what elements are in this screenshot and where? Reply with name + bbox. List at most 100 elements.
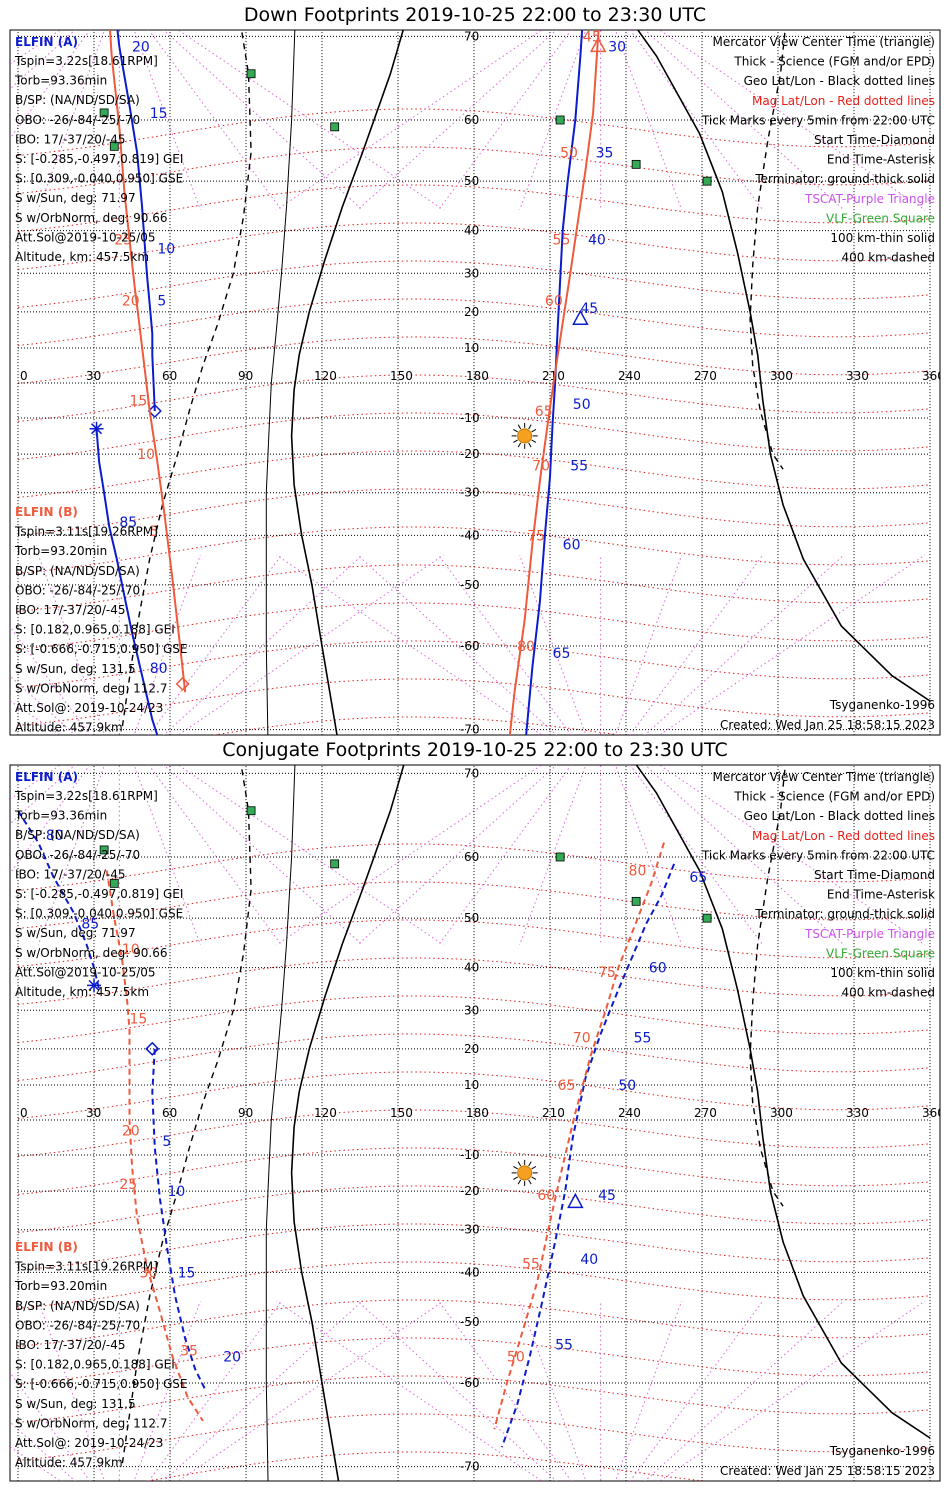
vlf-station-marker: [109, 141, 119, 151]
tick-mark-label: 55: [522, 1256, 540, 1272]
geo-grid: [17, 765, 931, 1481]
mag-lon-line: [357, 765, 558, 946]
end-asterisk-marker: [89, 421, 104, 436]
legend-entry: 100 km-thin solid: [830, 231, 935, 245]
mag-lon-line: [644, 1300, 845, 1481]
legend-entry: Thick - Science (FGM and/or EPD): [733, 790, 935, 804]
tick-mark-label: 65: [558, 1078, 576, 1094]
y-tick-label: 70: [464, 29, 479, 43]
footprint-track-b: [109, 30, 187, 693]
elfin-a-info-line: Torb=93.36min: [14, 809, 107, 823]
vlf-station-marker: [631, 896, 641, 906]
mag-lat-line: [17, 843, 931, 891]
vlf-station-marker: [246, 69, 256, 79]
elfin-b-info-line: S w/Sun, deg: 131.5: [15, 1397, 136, 1411]
legend-entry: TSCAT-Purple Triangle: [804, 192, 935, 206]
terminator-100km: [265, 30, 296, 735]
y-tick-label: -70: [460, 723, 480, 737]
elfin-a-info-line: B/SP: (NA/ND/SD/SA): [15, 828, 140, 842]
legend-entry: Geo Lat/Lon - Black dotted lines: [744, 74, 935, 88]
center-time-triangle: [567, 1192, 584, 1209]
vlf-station-marker: [99, 845, 109, 855]
elfin-a-info-line: S: [0.309,-0.040,0.950] GSE: [15, 907, 183, 921]
elfin-a-info-line: Torb=93.36min: [14, 74, 107, 88]
elfin-b-info-line: Torb=93.20min: [14, 1279, 107, 1293]
tick-mark-label: 70: [532, 458, 550, 474]
elfin-a-info-line: Tspin=3.22s[18.61RPM]: [14, 789, 158, 803]
mag-lon-line: [37, 765, 106, 946]
tick-mark-label: 55: [570, 458, 588, 474]
center-time-triangle: [589, 36, 607, 53]
mag-lat-line: [17, 957, 931, 1005]
x-tick-label: 210: [542, 1106, 565, 1120]
x-tick-label: 30: [86, 369, 101, 383]
footprint-track-a: [151, 1048, 207, 1391]
tick-mark-label: 30: [608, 39, 626, 55]
mag-lat-line: [17, 640, 931, 688]
elfin-b-info-line: S w/OrbNorm, deg: 112.7: [15, 1416, 167, 1430]
elfin-b-info-line: Att.Sol@: 2019-10-24/23: [15, 1436, 163, 1450]
end-asterisk-marker: [87, 978, 101, 993]
start-diamond-marker: [145, 1041, 160, 1056]
terminator-ground: [635, 765, 931, 1439]
legend-entry: Tick Marks every 5min from 22:00 UTC: [701, 113, 935, 127]
mag-lon-line: [37, 1300, 106, 1481]
tick-mark-label: 55: [634, 1031, 652, 1047]
y-tick-label: 20: [464, 305, 479, 319]
mag-lat-line: [211, 716, 624, 735]
tick-mark-label: 80: [517, 639, 535, 655]
terminator-400km: [121, 30, 252, 730]
elfin-a-info-line: S: [-0.285,-0.497,0.819] GEI: [15, 887, 183, 901]
x-tick-label: 120: [314, 1106, 337, 1120]
x-tick-label: 180: [466, 1106, 489, 1120]
tick-mark-label: 15: [178, 1265, 196, 1281]
elfin-b-info-line: Tspin=3.11s[19.26RPM]: [14, 1260, 158, 1274]
x-tick-label: 330: [846, 369, 869, 383]
y-tick-label: -40: [460, 528, 480, 542]
x-tick-label: 240: [618, 1106, 641, 1120]
y-tick-label: -10: [460, 1148, 480, 1162]
elfin-b-info-line: S: [-0.666,-0.715,0.950] GSE: [15, 1377, 188, 1391]
elfin-b-label: ELFIN (B): [15, 505, 78, 519]
vlf-station-marker: [99, 108, 109, 118]
tick-mark-label: 85: [81, 917, 99, 933]
mag-lon-line: [519, 554, 587, 735]
tick-mark-label: 40: [580, 1252, 598, 1268]
x-tick-label: 300: [770, 1106, 793, 1120]
elfin-b-info-line: Att.Sol@: 2019-10-24/23: [15, 701, 163, 715]
tick-mark-label: 85: [119, 515, 137, 531]
tick-mark-label: 50: [560, 145, 578, 161]
tick-mark-label: 70: [573, 1031, 591, 1047]
created-label: Created: Wed Jan 25 18:58:15 2023: [720, 1464, 935, 1478]
legend-entry: 400 km-dashed: [841, 251, 935, 265]
tick-mark-label: 5: [157, 294, 166, 310]
legend-entry: VLF-Green Square: [826, 211, 935, 225]
footprint-track-a: [525, 30, 584, 735]
y-tick-label: 40: [464, 961, 479, 975]
tick-mark-label: 60: [537, 1188, 555, 1204]
legend-entry: VLF-Green Square: [826, 946, 935, 960]
x-tick-label: 150: [390, 1106, 413, 1120]
tick-mark-label: 65: [535, 404, 553, 420]
x-tick-label: 90: [238, 369, 253, 383]
y-tick-label: -30: [460, 1223, 480, 1237]
tick-mark-label: 60: [649, 961, 667, 977]
elfin-b-info-line: B/SP: (NA/ND/SD/SA): [15, 1299, 140, 1313]
vlf-station-marker: [330, 122, 340, 132]
elfin-a-info-line: S w/Sun, deg: 71.97: [15, 191, 136, 205]
x-tick-label: 240: [618, 369, 641, 383]
mag-lon-line: [644, 30, 845, 211]
x-tick-label: 30: [86, 1106, 101, 1120]
y-tick-label: -20: [460, 447, 480, 461]
legend-entry: Terminator: ground-thick solid: [754, 907, 935, 921]
center-time-triangle: [572, 309, 589, 325]
vlf-station-marker: [702, 913, 712, 923]
sun-icon: [511, 1159, 538, 1186]
mag-lat-line: [18, 1490, 930, 1500]
tick-mark-label: 10: [167, 1184, 185, 1200]
elfin-a-info-line: S: [-0.285,-0.497,0.819] GEI: [15, 152, 183, 166]
x-tick-label: 210: [542, 369, 565, 383]
mag-lat-line: [17, 1071, 931, 1119]
mag-grid: [10, 765, 931, 1500]
y-tick-label: -50: [460, 578, 480, 592]
